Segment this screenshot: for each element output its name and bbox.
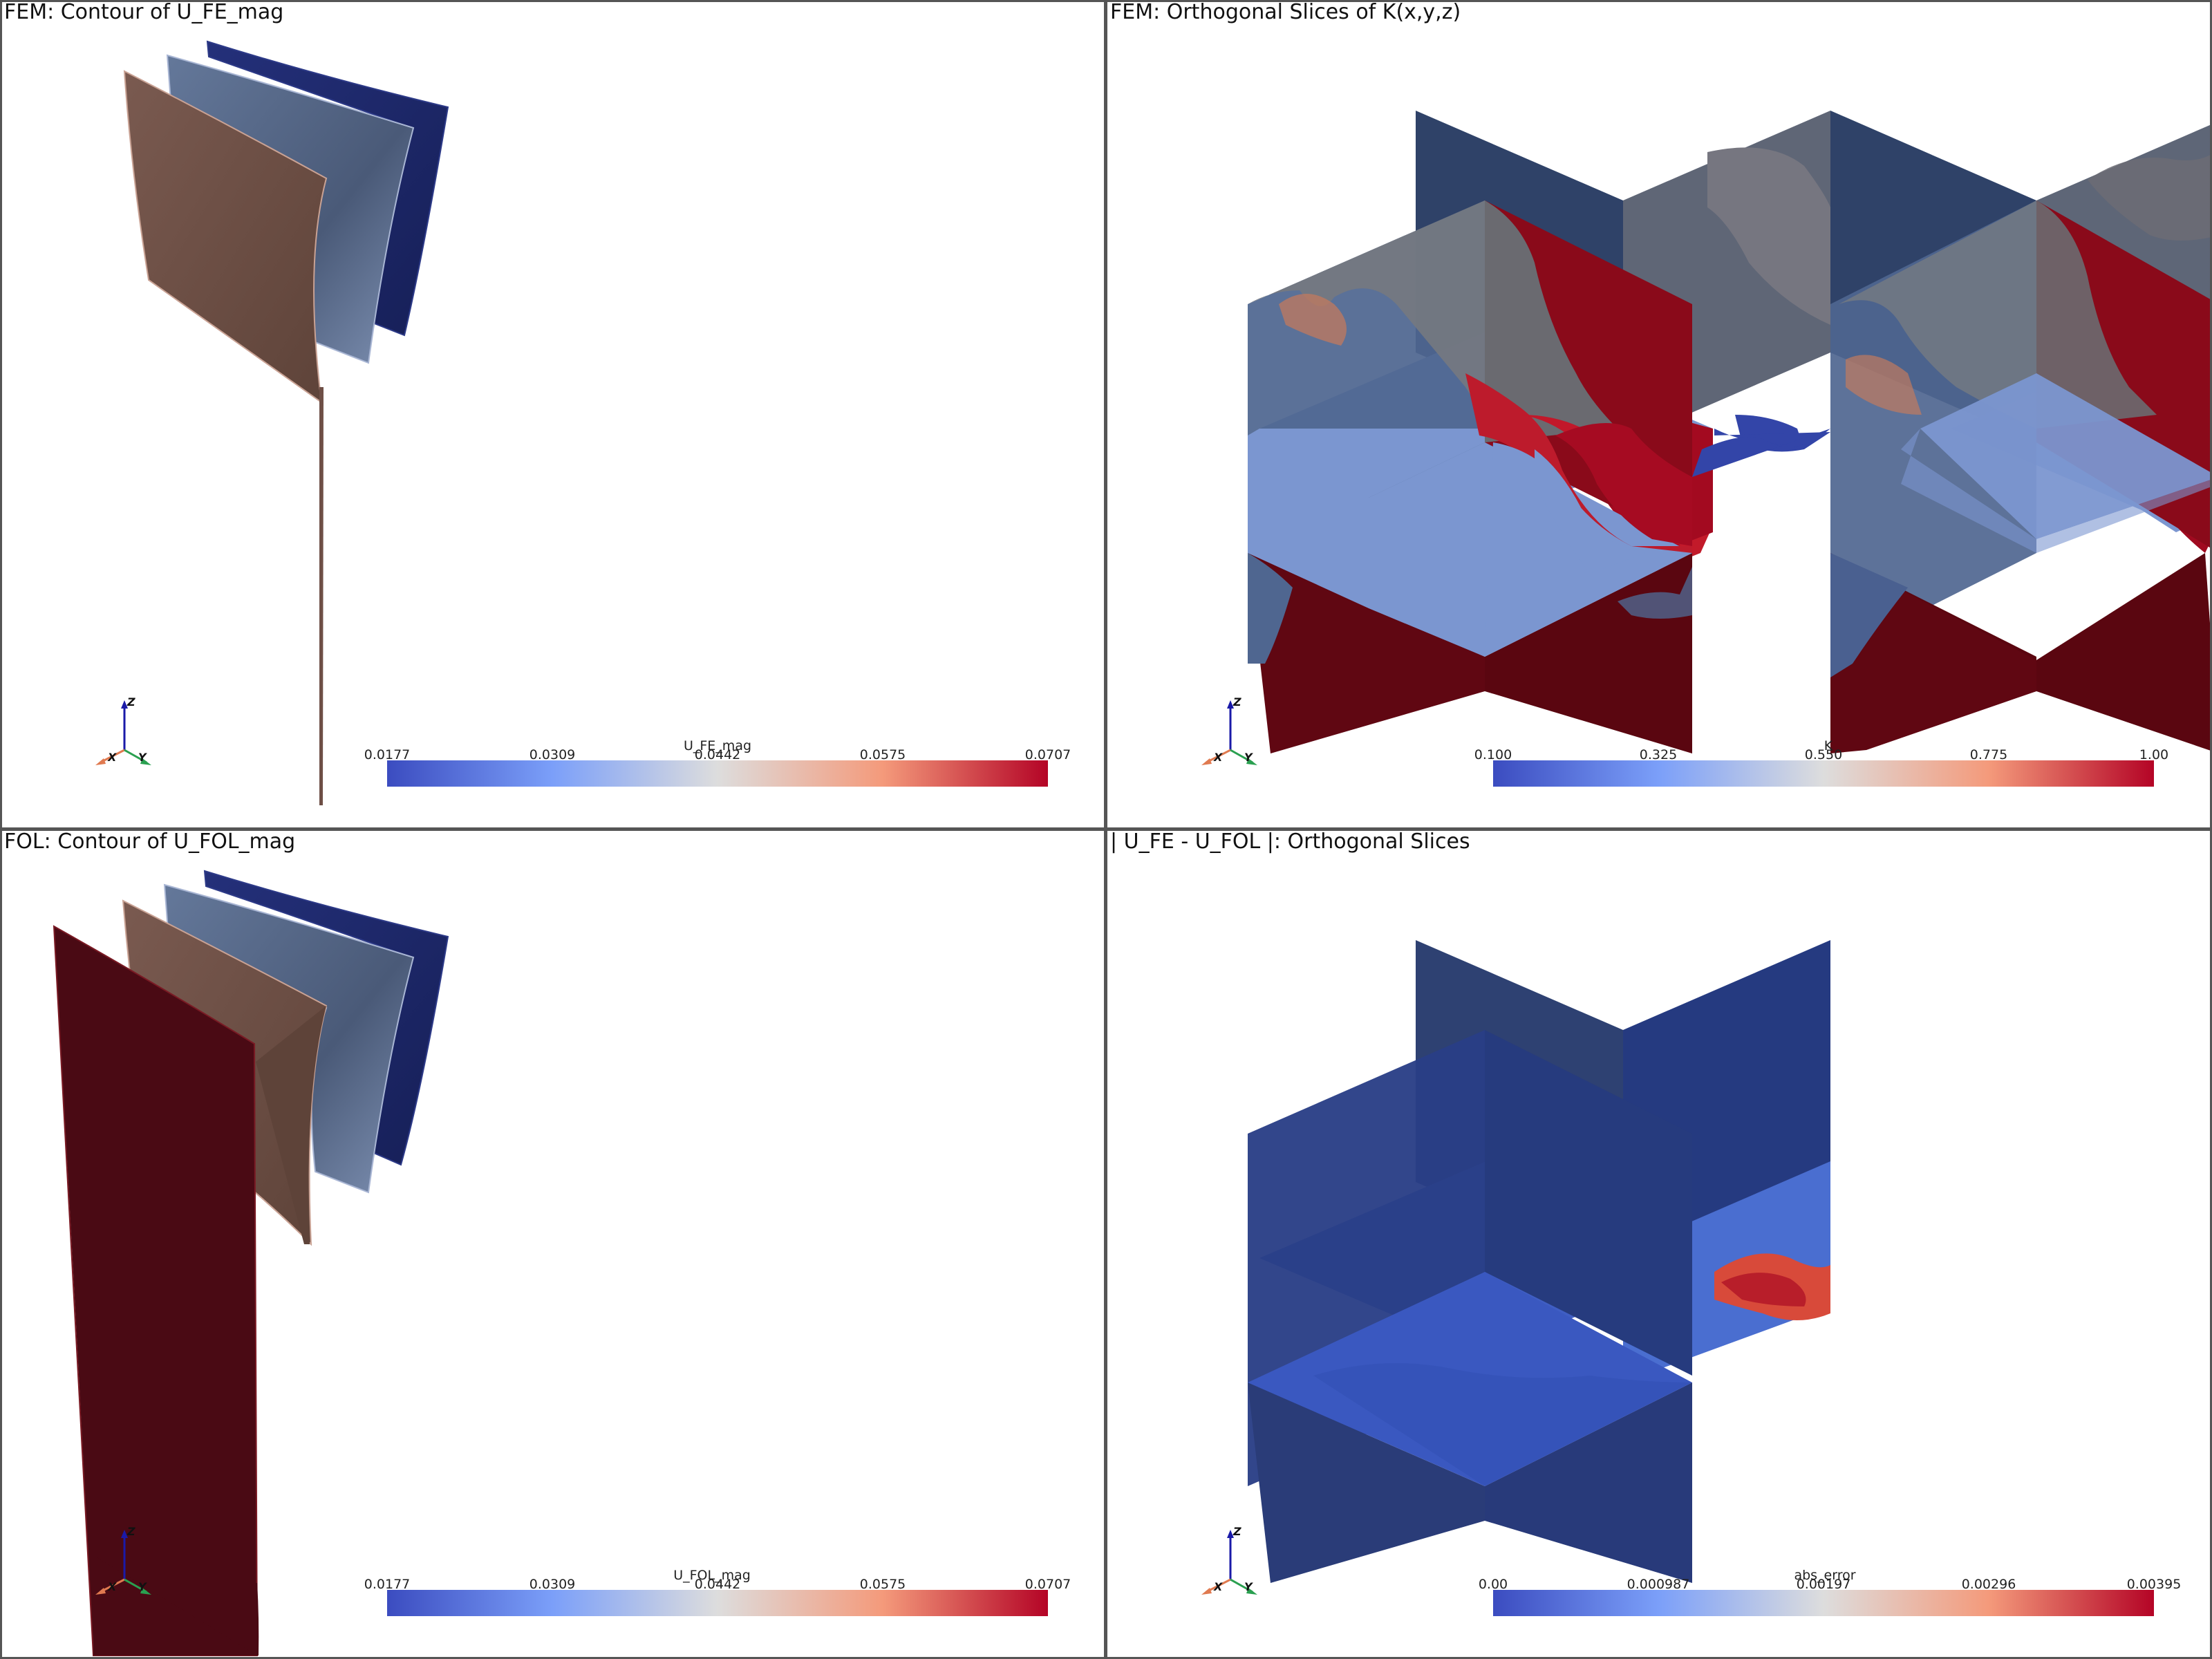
colorbar-tick: 0.0442: [694, 747, 741, 762]
colorbar: [1493, 760, 2154, 787]
colorbar-tick: 0.775: [1969, 747, 2008, 762]
colorbar-title: K: [1824, 738, 1833, 753]
colorbar-title: U_FE_mag: [683, 738, 752, 753]
axis-label-x: X: [1213, 1580, 1223, 1593]
axis-label-z: Z: [1232, 1525, 1241, 1538]
colorbar-tick: 0.0309: [529, 1577, 576, 1592]
colorbar-tick: 0.000987: [1627, 1577, 1690, 1592]
viewport-fol-contour[interactable]: FOL: Contour of U_FOL_mag Z X Y U_FOL_ma…: [0, 830, 1106, 1659]
colorbar-tick: 0.325: [1639, 747, 1678, 762]
colorbar-title: U_FOL_mag: [673, 1568, 751, 1583]
colorbar-tick: 0.0707: [1024, 747, 1071, 762]
colorbar-tick: 0.00296: [1961, 1577, 2016, 1592]
orthogonal-slices-scene[interactable]: [1106, 830, 2212, 1659]
slices-geometry: [1248, 111, 1830, 753]
colorbar-tick: 0.00197: [1796, 1577, 1851, 1592]
contour-surfaces-scene[interactable]: [0, 830, 1106, 1659]
axis-label-x: X: [1213, 751, 1223, 764]
colorbar-tick: 0.00395: [2126, 1577, 2182, 1592]
axis-label-z: Z: [126, 1525, 135, 1538]
contour-surface-dark-blue: [206, 40, 449, 337]
viewport-fem-contour[interactable]: FEM: Contour of U_FE_mag Z X Y U_FE_mag …: [0, 0, 1106, 830]
colorbar-tick: 0.550: [1804, 747, 1843, 762]
colorbar: [387, 760, 1048, 787]
colorbar-tick: 0.00: [1478, 1577, 1508, 1592]
colorbar-tick: 0.0177: [364, 1577, 411, 1592]
colorbar-tick: 0.0309: [529, 747, 576, 762]
axis-label-x: X: [107, 751, 117, 764]
orientation-axes: Z X Y: [1201, 1525, 1257, 1595]
slice-front-right: [1485, 1030, 1692, 1376]
orientation-axes: Z X Y: [95, 695, 151, 765]
axis-label-y: Y: [138, 751, 147, 764]
colorbar-tick: 0.0177: [364, 747, 411, 762]
colorbar-tick: 0.100: [1474, 747, 1512, 762]
axis-label-x: X: [107, 1580, 117, 1593]
orientation-axes: Z X Y: [1201, 695, 1257, 765]
colorbar-tick: 0.0442: [694, 1577, 741, 1592]
contour-surface-dark-blue: [203, 870, 449, 1166]
axis-label-z: Z: [126, 695, 135, 709]
axis-label-y: Y: [138, 1580, 147, 1593]
colorbar-title: abs_error: [1794, 1568, 1856, 1583]
axis-label-z: Z: [1232, 695, 1241, 709]
contour-surface-dark-red: [53, 925, 259, 1656]
viewport-divider-horizontal: [0, 827, 2212, 831]
colorbar-tick: 0.0707: [1024, 1577, 1071, 1592]
viewport-fem-slices[interactable]: FEM: Orthogonal Slices of K(x,y,z): [1106, 0, 2212, 830]
orientation-axes: Z X Y: [95, 1525, 151, 1595]
axis-label-y: Y: [1244, 1580, 1253, 1593]
orthogonal-slices-scene[interactable]: [1106, 0, 2212, 830]
viewport-abs-error-slices[interactable]: | U_FE - U_FOL |: Orthogonal Slices Z X …: [1106, 830, 2212, 1659]
colorbar: [1493, 1590, 2154, 1616]
colorbar-tick: 0.0575: [859, 747, 906, 762]
colorbar-tick: 0.0575: [859, 1577, 906, 1592]
viewport-title: | U_FE - U_FOL |: Orthogonal Slices: [1110, 830, 1470, 854]
viewport-title: FOL: Contour of U_FOL_mag: [4, 830, 296, 854]
axis-label-y: Y: [1244, 751, 1253, 764]
colorbar-tick: 1.00: [2139, 747, 2169, 762]
viewport-title: FEM: Orthogonal Slices of K(x,y,z): [1110, 0, 1461, 24]
colorbar: [387, 1590, 1048, 1616]
viewport-title: FEM: Contour of U_FE_mag: [4, 0, 284, 24]
contour-surfaces-scene[interactable]: [0, 0, 1106, 830]
